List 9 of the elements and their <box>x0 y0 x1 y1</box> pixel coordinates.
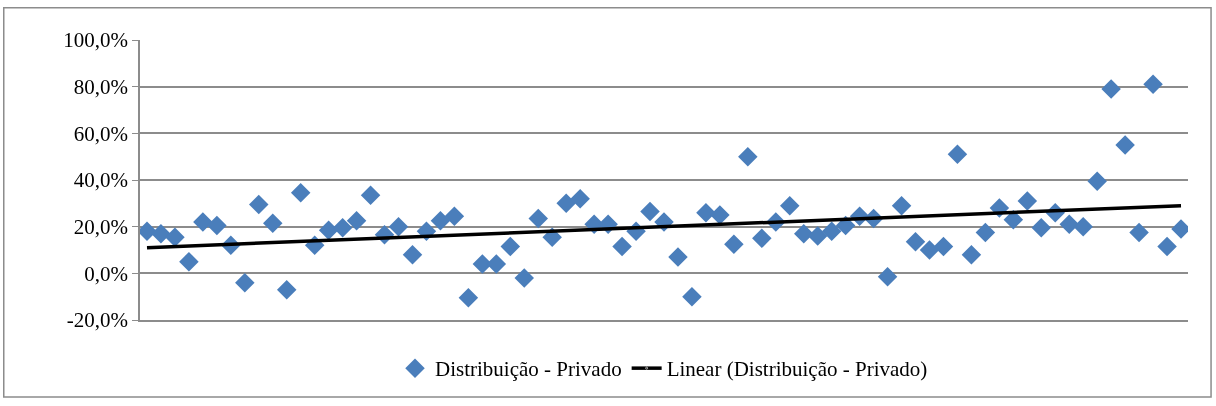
y-tick-label: 40,0% <box>73 168 129 193</box>
y-tick-label: 0,0% <box>84 261 129 286</box>
y-tick-label: 60,0% <box>73 121 129 146</box>
y-tick-label: 80,0% <box>73 75 129 100</box>
y-tick-label: 100,0% <box>63 28 129 53</box>
y-tick-label: 20,0% <box>73 215 129 240</box>
legend-label: Distribuição - Privado <box>435 357 622 382</box>
legend-label: Linear (Distribuição - Privado) <box>666 357 928 382</box>
y-tick-label: -20,0% <box>66 308 129 333</box>
